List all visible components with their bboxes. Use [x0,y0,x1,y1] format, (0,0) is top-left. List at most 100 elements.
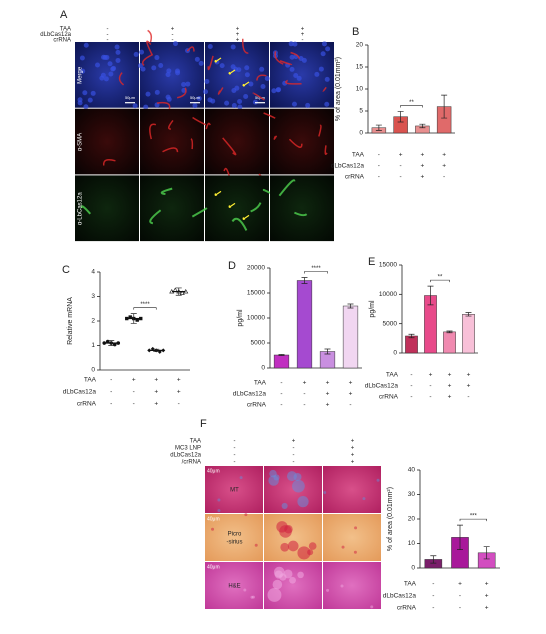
stain [205,122,211,130]
condition-mark: + [177,377,181,384]
nucleus [230,44,236,50]
stain [149,123,157,140]
nucleus [194,56,200,62]
condition-mark: + [448,372,452,379]
condition-mark: - [107,27,109,33]
condition-mark: - [349,402,351,409]
nucleus [99,75,105,81]
condition-mark: + [429,372,433,379]
condition-label: dLbCas12a [63,389,97,396]
micrograph [205,108,269,175]
arrow [242,214,250,220]
condition-mark: - [400,174,402,181]
significance-label: ** [409,100,414,106]
error-bar [446,330,453,334]
nucleus [318,66,324,72]
bar [405,335,418,354]
error-bar [324,348,331,355]
error-bar [430,555,437,564]
nucleus [204,78,210,84]
nucleus [292,41,298,47]
stain [280,542,290,552]
error-bar [175,287,182,296]
scale-label: 40μm [207,468,220,474]
stain [354,526,358,530]
stain [318,124,322,137]
scale-label: 40μm [207,564,220,570]
condition-label: TAA [352,152,365,159]
y-axis-label: % of area (0.01mm²) [335,57,342,121]
nucleus [296,75,302,81]
y-tick-label: 40 [408,467,416,474]
stain [272,579,283,590]
stain [207,55,214,71]
condition-label: TAA [404,581,417,588]
significance-label: **** [311,266,321,272]
stain [292,479,305,493]
stain [353,550,357,554]
arrow [242,81,250,87]
marker [179,290,185,295]
stain [160,187,173,196]
condition-mark: - [133,389,135,396]
marker [161,348,166,353]
micrograph [140,175,204,242]
micrograph [75,42,139,108]
error-bar [465,312,472,317]
bar [443,331,456,354]
stain [243,588,247,592]
micrograph [205,175,269,242]
nucleus [79,55,85,61]
condition-mark: + [485,605,489,612]
stain [256,74,267,81]
y-tick-label: 2 [91,318,95,325]
condition-mark: - [378,163,380,170]
scale-label: 50μm [190,95,201,100]
stain [250,202,262,213]
condition-mark: + [154,377,158,384]
nucleus [140,66,146,72]
stain [290,51,300,59]
y-tick-label: 5000 [251,340,266,347]
significance-label: ** [438,275,443,281]
condition-mark: + [292,439,296,445]
nucleus [244,65,250,71]
condition-mark: - [429,383,431,390]
condition-mark: - [467,394,469,401]
marker [135,318,139,322]
condition-mark: + [458,581,462,588]
error-bar [278,354,285,356]
nucleus [237,99,243,105]
panel-letter: A [60,9,68,21]
nucleus [192,103,198,109]
stain [297,496,309,508]
condition-label: /crRNA [182,460,201,466]
stain [191,207,208,218]
nucleus [166,68,172,74]
nucleus [145,91,151,97]
condition-mark: - [110,401,112,408]
condition-mark: + [399,152,403,159]
condition-mark: + [442,152,446,159]
condition-mark: + [467,372,471,379]
condition-label: crRNA [345,174,365,181]
nucleus [324,76,330,82]
y-tick-label: 20000 [247,265,265,272]
condition-mark: + [349,391,353,398]
condition-mark: - [280,402,282,409]
stain [293,211,308,217]
condition-mark: - [400,163,402,170]
nucleus [83,42,89,48]
stain [217,509,221,513]
condition-mark: + [301,32,305,38]
condition-mark: - [302,38,304,44]
stain [268,475,279,486]
y-tick-label: 0 [91,367,95,374]
scale-label: 40μm [207,516,220,522]
bar [462,314,475,354]
stain [288,138,303,148]
condition-label: TAA [84,377,97,384]
stain [118,72,125,86]
condition-mark: - [107,38,109,44]
